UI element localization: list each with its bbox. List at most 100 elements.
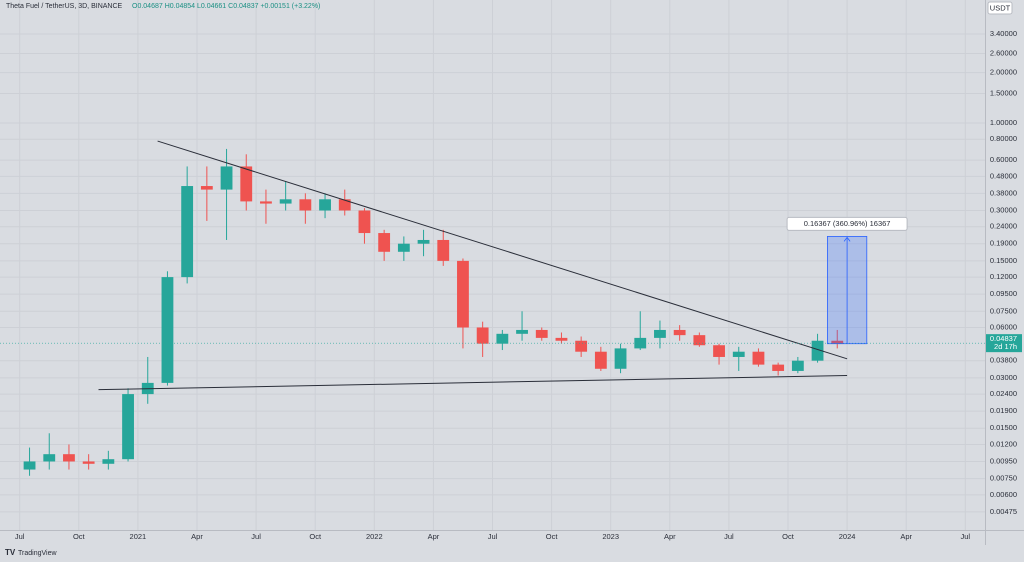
y-tick-label: 0.07500 (990, 306, 1017, 315)
y-tick-label: 2.00000 (990, 68, 1017, 77)
watermark: TradingView (18, 550, 57, 557)
candle-body (43, 454, 56, 462)
grid (0, 0, 985, 530)
y-tick-label: 3.40000 (990, 29, 1017, 38)
candle-body (831, 340, 844, 344)
x-tick-label: Apr (900, 532, 912, 541)
y-tick-label: 0.48000 (990, 171, 1017, 180)
y-tick-label: 0.30000 (990, 205, 1017, 214)
y-tick-label: 0.24000 (990, 222, 1017, 231)
chart-title: Theta Fuel / TetherUS, 3D, BINANCE (6, 3, 123, 10)
y-tick-label: 0.01900 (990, 406, 1017, 415)
y-tick-label: 2.60000 (990, 49, 1017, 58)
candle-body (319, 199, 331, 211)
y-tick-label: 0.60000 (990, 155, 1017, 164)
candle-body (555, 337, 568, 341)
candle-body (752, 351, 765, 365)
candle-body (260, 201, 272, 204)
candle-body (634, 337, 647, 349)
y-tick-label: 0.00750 (990, 474, 1017, 483)
candle-body (358, 210, 371, 234)
candle-body (476, 327, 489, 344)
x-tick-label: Oct (73, 532, 86, 541)
y-tick-label: 0.00600 (990, 490, 1017, 499)
measure-arrow-head (843, 236, 851, 242)
candle-body (220, 166, 233, 190)
candle-body (63, 454, 75, 462)
measure-label-box (786, 216, 908, 231)
candle-body (811, 340, 824, 361)
y-tick-label: 0.00475 (990, 507, 1017, 516)
candle-body (772, 364, 785, 371)
y-tick-label: 0.00950 (990, 456, 1017, 465)
x-tick-label: Oct (309, 532, 322, 541)
y-tick-label: 0.03000 (990, 373, 1017, 382)
candle-body (417, 239, 430, 244)
x-tick-label: Oct (782, 532, 795, 541)
y-tick-label: 0.12000 (990, 272, 1017, 281)
x-tick-label: Jul (488, 532, 498, 541)
candle-body (200, 186, 213, 190)
x-tick-label: 2024 (839, 532, 856, 541)
currency-box[interactable] (987, 1, 1013, 15)
x-tick-label: Apr (191, 532, 203, 541)
candle-body (279, 199, 292, 204)
plot: 0.16367 (360.96%) 16367 (0, 140, 985, 476)
last-price-label: 0.04837 (990, 334, 1017, 343)
candle-body (181, 186, 194, 278)
x-tick-label: Jul (724, 532, 734, 541)
trend-line (157, 140, 848, 360)
candle-body (122, 394, 134, 460)
trend-line (98, 374, 848, 391)
candle-body (102, 459, 115, 464)
candle-body (535, 329, 548, 338)
currency[interactable]: USDT (990, 3, 1011, 12)
candle-body (673, 329, 686, 336)
ohlc-readout: O0.04687 H0.04854 L0.04661 C0.04837 +0.0… (132, 3, 320, 10)
candle-body (693, 335, 706, 346)
candle-body (791, 360, 804, 371)
y-tick-label: 1.50000 (990, 88, 1017, 97)
candle-body (299, 199, 312, 211)
candle-body (732, 351, 745, 357)
candle-body (23, 461, 36, 470)
candle-body (516, 329, 528, 334)
countdown: 2d 17h (994, 342, 1017, 351)
candle-body (457, 260, 469, 328)
y-tick-label: 0.09500 (990, 289, 1017, 298)
measure-label: 0.16367 (360.96%) 16367 (804, 219, 891, 228)
x-tick-label: 2023 (602, 532, 619, 541)
candle-body (496, 333, 509, 344)
candle-body (397, 243, 410, 252)
candle-body (713, 345, 725, 357)
y-tick-label: 0.02400 (990, 389, 1017, 398)
candle-body (378, 233, 391, 252)
x-tick-label: Apr (428, 532, 440, 541)
y-tick-label: 0.15000 (990, 256, 1017, 265)
x-tick-label: 2022 (366, 532, 383, 541)
x-tick-label: Jul (15, 532, 25, 541)
x-tick-label: Jul (961, 532, 971, 541)
y-tick-label: 1.00000 (990, 118, 1017, 127)
candle-body (338, 199, 351, 211)
x-tick-label: 2021 (130, 532, 147, 541)
candle-body (614, 348, 627, 369)
candle-body (575, 340, 588, 352)
y-tick-label: 0.38000 (990, 188, 1017, 197)
logo: TV (5, 548, 16, 557)
last-price-box (986, 334, 1022, 353)
candle-body (82, 461, 95, 464)
x-tick-label: Jul (251, 532, 261, 541)
candle-body (161, 277, 174, 383)
y-tick-label: 0.01500 (990, 423, 1017, 432)
y-tick-label: 0.06000 (990, 322, 1017, 331)
y-tick-label: 0.80000 (990, 134, 1017, 143)
x-tick-label: Apr (664, 532, 676, 541)
y-tick-label: 0.03800 (990, 356, 1017, 365)
candle-body (437, 239, 450, 261)
candle-body (594, 351, 607, 369)
x-tick-label: Oct (546, 532, 559, 541)
y-tick-label: 0.19000 (990, 239, 1017, 248)
y-tick-label: 0.01200 (990, 439, 1017, 448)
